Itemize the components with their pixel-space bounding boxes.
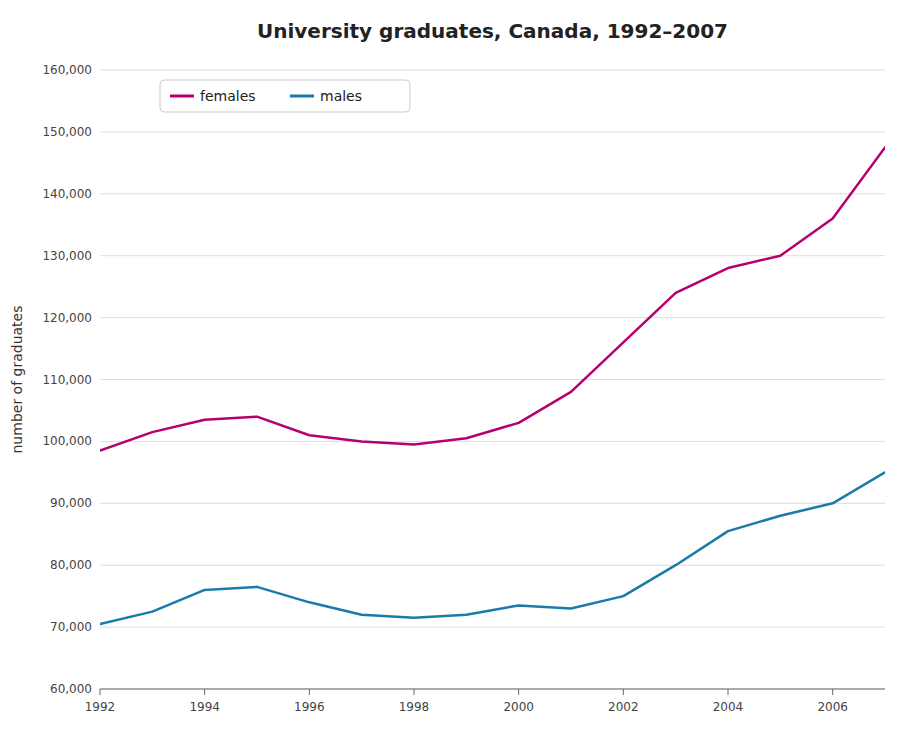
grid-line xyxy=(100,689,885,690)
grid-line xyxy=(100,565,885,566)
x-tick xyxy=(414,689,415,695)
legend-swatch xyxy=(170,95,194,98)
title: University graduates, Canada, 1992–2007 xyxy=(257,19,728,43)
x-tick xyxy=(100,689,101,695)
legend: females males xyxy=(160,80,410,112)
series-line xyxy=(100,147,885,450)
y-tick-label: 90,000 xyxy=(50,496,92,510)
y-tick-label: 160,000 xyxy=(42,63,92,77)
y-tick-label: 140,000 xyxy=(42,187,92,201)
x-tick xyxy=(623,689,624,695)
grid-line xyxy=(100,503,885,504)
grid-line xyxy=(100,441,885,442)
x-tick xyxy=(204,689,205,695)
legend-label: males xyxy=(320,88,362,104)
y-tick-label: 130,000 xyxy=(42,249,92,263)
x-axis-line xyxy=(100,689,885,690)
grid-line xyxy=(100,255,885,256)
y-tick-label: 70,000 xyxy=(50,620,92,634)
legend-label: females xyxy=(200,88,256,104)
x-tick xyxy=(518,689,519,695)
y-tick-label: 80,000 xyxy=(50,558,92,572)
x-tick xyxy=(832,689,833,695)
grid-line xyxy=(100,131,885,132)
grid-line xyxy=(100,317,885,318)
x-tick-label: 2004 xyxy=(713,700,744,714)
x-tick xyxy=(728,689,729,695)
x-tick-label: 2002 xyxy=(608,700,639,714)
y-axis-label: number of graduates xyxy=(9,306,25,454)
x-tick-label: 2000 xyxy=(503,700,534,714)
grid-line xyxy=(100,70,885,71)
grid-line xyxy=(100,627,885,628)
lines xyxy=(100,147,885,624)
y-tick-label: 150,000 xyxy=(42,125,92,139)
x-tick-label: 1994 xyxy=(189,700,220,714)
chart: University graduates, Canada, 1992–2007 n… xyxy=(0,0,921,753)
x-tick-label: 2006 xyxy=(817,700,848,714)
y-tick-label: 110,000 xyxy=(42,373,92,387)
y-tick-label: 100,000 xyxy=(42,434,92,448)
grid xyxy=(100,70,885,689)
y-tick-label: 60,000 xyxy=(50,682,92,696)
legend-swatch xyxy=(290,95,314,98)
x-tick-label: 1992 xyxy=(85,700,116,714)
grid-line xyxy=(100,193,885,194)
legend-box xyxy=(160,80,410,112)
x-tick-label: 1998 xyxy=(399,700,430,714)
x-tick-label: 1996 xyxy=(294,700,325,714)
x-tick xyxy=(309,689,310,695)
grid-line xyxy=(100,379,885,380)
y-tick-label: 120,000 xyxy=(42,311,92,325)
series-line xyxy=(100,472,885,624)
